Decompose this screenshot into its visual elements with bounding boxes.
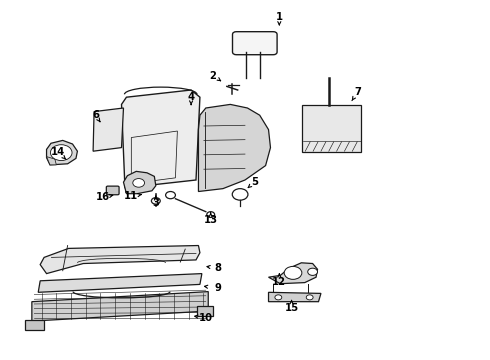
Text: 11: 11 (124, 191, 139, 201)
Polygon shape (123, 171, 156, 194)
Text: 10: 10 (199, 312, 213, 323)
Polygon shape (198, 104, 270, 192)
Text: 2: 2 (210, 71, 217, 81)
Polygon shape (122, 90, 200, 188)
FancyBboxPatch shape (233, 32, 277, 55)
FancyBboxPatch shape (197, 306, 213, 316)
Polygon shape (269, 292, 321, 302)
FancyBboxPatch shape (302, 105, 361, 152)
FancyBboxPatch shape (25, 320, 44, 330)
Polygon shape (40, 246, 200, 274)
Polygon shape (47, 140, 77, 165)
Circle shape (50, 145, 72, 161)
Text: 12: 12 (272, 276, 286, 287)
Text: 9: 9 (215, 283, 221, 293)
Circle shape (284, 266, 302, 279)
Polygon shape (269, 263, 318, 284)
Text: 15: 15 (285, 303, 298, 313)
Text: 4: 4 (188, 92, 195, 102)
Text: 14: 14 (50, 147, 65, 157)
Text: 7: 7 (354, 87, 361, 97)
Text: 1: 1 (276, 12, 283, 22)
FancyBboxPatch shape (106, 186, 119, 195)
Circle shape (308, 268, 318, 275)
Circle shape (166, 192, 175, 199)
Text: 16: 16 (96, 192, 110, 202)
Circle shape (207, 212, 215, 217)
Circle shape (275, 295, 282, 300)
Text: 13: 13 (204, 215, 218, 225)
Circle shape (151, 198, 160, 204)
Text: 8: 8 (215, 263, 221, 273)
Polygon shape (93, 108, 123, 151)
Polygon shape (38, 274, 202, 292)
Text: 6: 6 (92, 110, 99, 120)
Text: 5: 5 (251, 177, 258, 187)
Circle shape (133, 179, 145, 187)
Circle shape (306, 295, 313, 300)
Text: 3: 3 (152, 198, 159, 208)
Polygon shape (32, 292, 208, 321)
Polygon shape (47, 157, 56, 165)
